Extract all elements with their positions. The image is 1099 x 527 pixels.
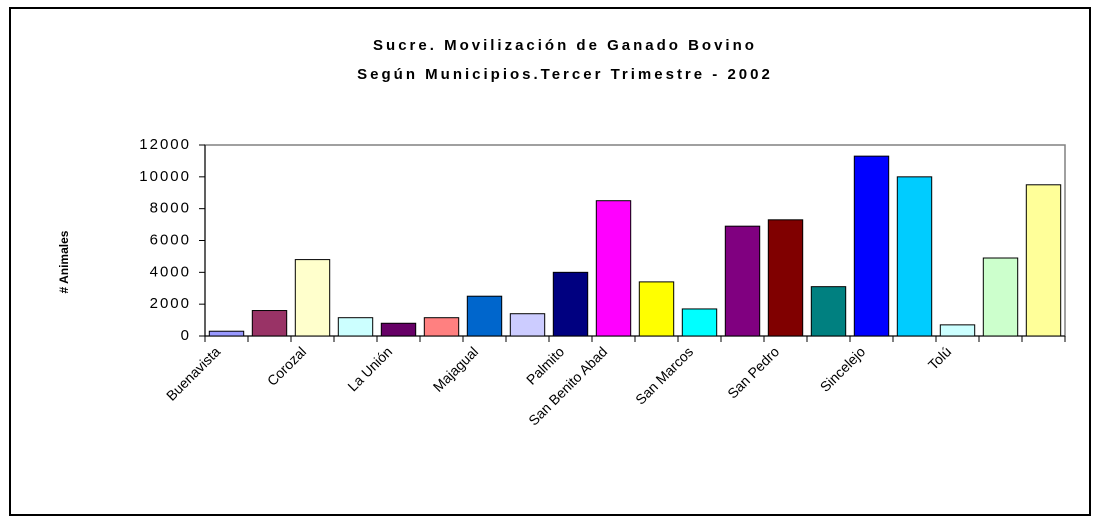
y-axis-label: # Animales bbox=[57, 230, 71, 293]
y-tick-label: 0 bbox=[181, 327, 191, 344]
bar bbox=[552, 271, 589, 337]
bar bbox=[1025, 184, 1062, 337]
y-tick-label: 2000 bbox=[150, 295, 191, 312]
bar bbox=[509, 313, 546, 337]
bar bbox=[853, 155, 890, 337]
chart-subtitle: Según Municipios.Tercer Trimestre - 2002 bbox=[357, 66, 773, 83]
bar bbox=[982, 257, 1019, 337]
bar bbox=[423, 317, 460, 337]
bar bbox=[638, 281, 675, 337]
y-tick-label: 4000 bbox=[150, 263, 191, 280]
bar bbox=[724, 225, 761, 337]
bar bbox=[251, 310, 288, 337]
bar bbox=[767, 219, 804, 337]
bar bbox=[595, 200, 632, 337]
bar bbox=[810, 286, 847, 337]
y-tick-label: 8000 bbox=[150, 200, 191, 217]
y-tick-label: 12000 bbox=[139, 136, 191, 153]
chart-title: Sucre. Movilización de Ganado Bovino bbox=[373, 37, 757, 54]
bar bbox=[466, 295, 503, 337]
y-tick-label: 6000 bbox=[150, 231, 191, 248]
bar bbox=[380, 322, 417, 337]
bar bbox=[337, 317, 374, 337]
bar bbox=[208, 330, 245, 337]
bar bbox=[896, 176, 933, 337]
bar bbox=[939, 324, 976, 337]
bar bbox=[294, 259, 331, 337]
y-tick-label: 10000 bbox=[139, 168, 191, 185]
bar bbox=[681, 308, 718, 337]
